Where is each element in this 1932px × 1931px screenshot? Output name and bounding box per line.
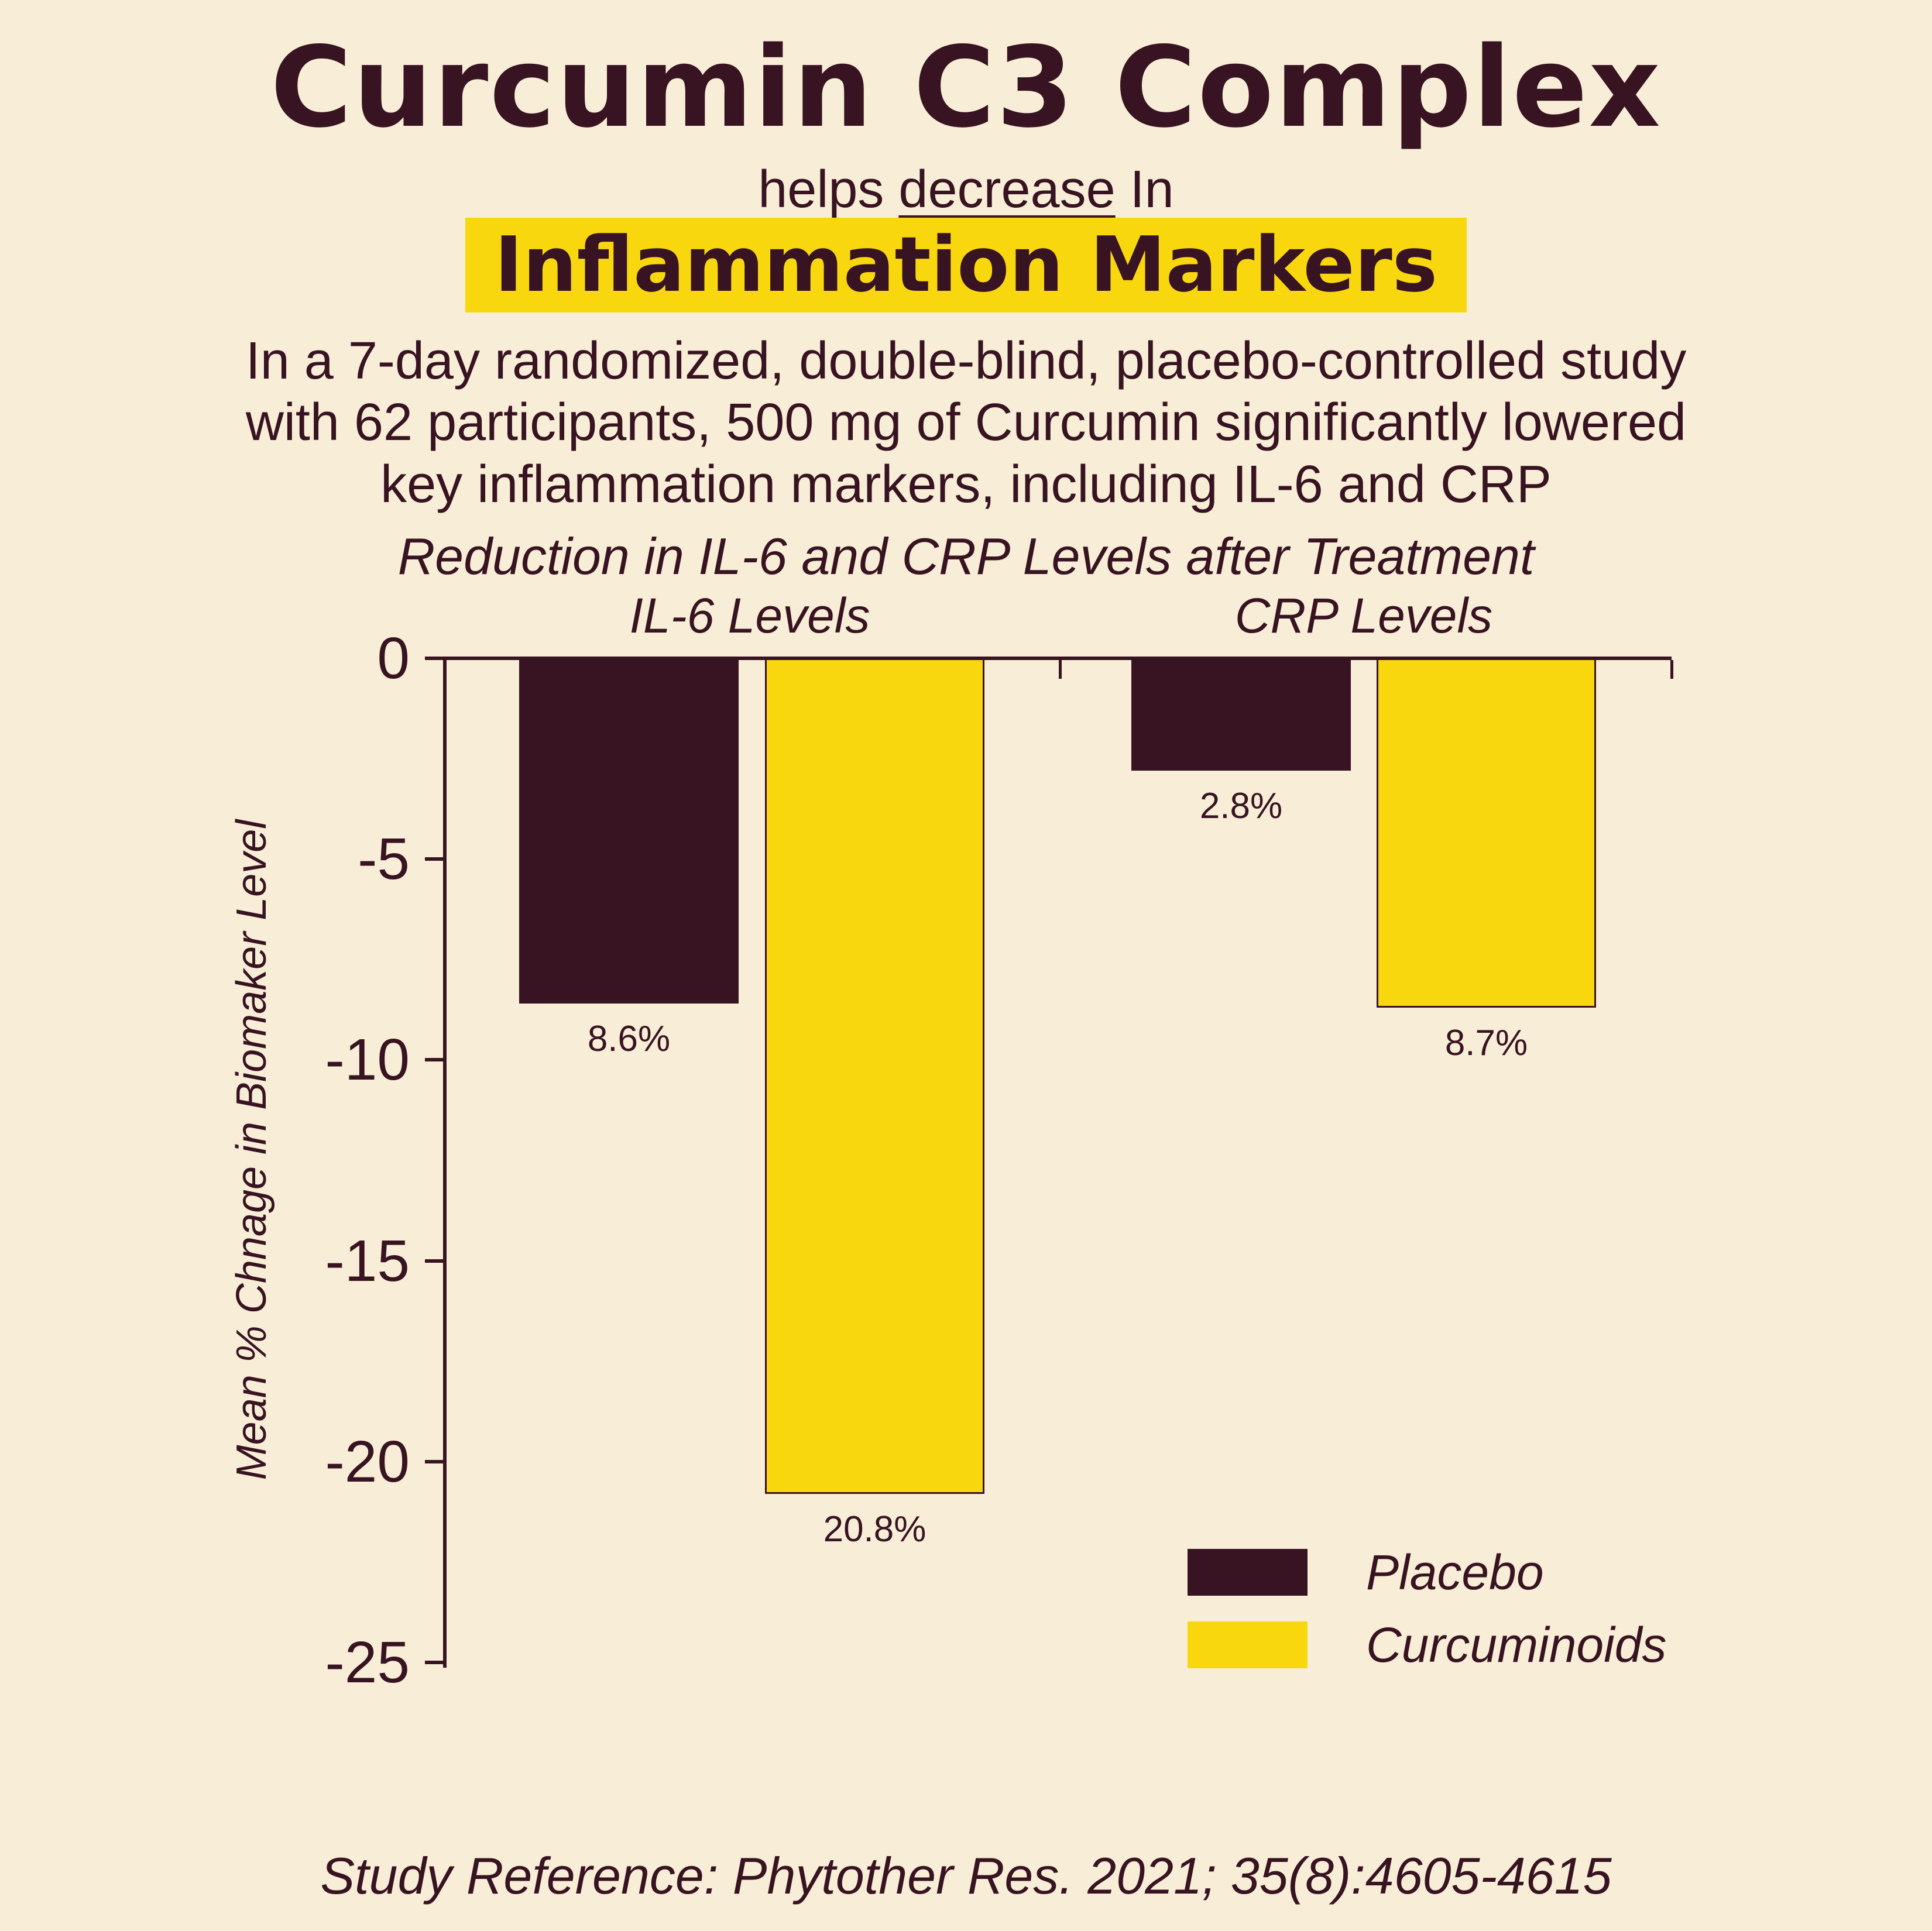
legend-swatch <box>1188 1621 1308 1668</box>
bar-curcuminoids-2 <box>1377 658 1596 1008</box>
y-tick-label: -5 <box>358 826 410 892</box>
group-label: CRP Levels <box>1234 588 1493 643</box>
y-tick-mark <box>425 857 445 861</box>
study-description: In a 7-day randomized, double-blind, pla… <box>245 332 1687 514</box>
y-tick-label: -20 <box>325 1428 410 1494</box>
chart-title: Reduction in IL-6 and CRP Levels after T… <box>397 527 1535 585</box>
legend-label: Curcuminoids <box>1366 1617 1667 1672</box>
y-tick-mark <box>425 1058 445 1062</box>
x-axis-line <box>445 657 1672 660</box>
y-tick-label: -10 <box>325 1027 410 1093</box>
plot-area: Mean % Chnage in Biomaker Level 0 -5 -10 -1… <box>228 589 1673 1695</box>
y-tick-label: 0 <box>377 626 410 691</box>
subtitle-suffix: In <box>1115 160 1174 219</box>
bar-placebo-2 <box>1131 658 1351 771</box>
legend-swatch <box>1188 1549 1308 1596</box>
bar-value-label: 8.7% <box>1444 1023 1528 1064</box>
legend-item: Placebo <box>1188 1546 1544 1599</box>
subtitle-underlined-word: decrease <box>898 160 1116 219</box>
x-tick-mark <box>1670 660 1673 679</box>
y-axis-title: Mean % Chnage in Biomaker Level <box>228 819 275 1480</box>
y-tick-mark <box>425 1459 445 1463</box>
legend-label: Placebo <box>1366 1545 1544 1600</box>
bar-value-label: 8.6% <box>587 1019 671 1060</box>
bar-value-label: 2.8% <box>1199 786 1283 827</box>
bar-curcuminoids-1 <box>765 658 984 1494</box>
page-title: Curcumin C3 Complex <box>270 23 1662 152</box>
study-reference: Study Reference: Phytother Res. 2021; 35… <box>320 1847 1612 1905</box>
bar-placebo-1 <box>519 658 739 1004</box>
legend-item: Curcuminoids <box>1188 1619 1667 1671</box>
subtitle: helps decrease In <box>0 161 1932 219</box>
y-axis-line <box>443 657 447 1668</box>
x-tick-mark <box>1059 660 1062 679</box>
y-tick-mark <box>425 1259 445 1263</box>
bar-value-label: 20.8% <box>823 1509 926 1549</box>
group-label: IL-6 Levels <box>629 588 870 643</box>
y-tick-label: -25 <box>325 1630 410 1695</box>
highlight-title: Inflammation Markers <box>465 218 1467 312</box>
subtitle-prefix: helps <box>758 160 899 219</box>
y-tick-mark <box>425 1661 445 1664</box>
y-tick-mark <box>425 657 445 660</box>
y-tick-label: -15 <box>325 1228 410 1294</box>
highlight-row: Inflammation Markers <box>0 218 1932 312</box>
